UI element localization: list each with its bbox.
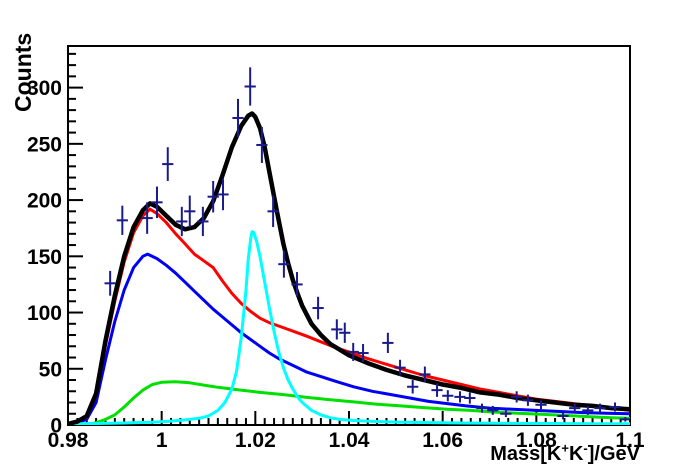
data-point <box>394 359 406 376</box>
data-point <box>569 403 581 413</box>
x-tick-label: 1.02 <box>235 429 276 452</box>
x-axis-title: Mass[K+K-]/GeV <box>0 440 640 466</box>
y-tick-label: 250 <box>27 133 62 156</box>
x-title-sup-plus: + <box>561 440 569 456</box>
data-point <box>291 272 303 297</box>
data-point <box>357 344 369 363</box>
data-point <box>594 403 606 413</box>
data-point <box>582 405 594 415</box>
data-point <box>104 270 116 296</box>
data-point <box>232 98 244 138</box>
data-point <box>511 391 523 403</box>
y-tick-label: 200 <box>27 190 62 213</box>
x-tick-label: 1.1 <box>615 429 645 452</box>
curve-component-blue <box>68 252 630 425</box>
data-point <box>244 67 256 106</box>
data-point <box>176 206 188 237</box>
x-title-sup-minus: - <box>583 440 588 456</box>
plot-frame <box>67 45 631 426</box>
data-point <box>609 402 621 412</box>
data-point <box>151 186 163 219</box>
data-point <box>407 380 419 394</box>
data-point <box>382 332 394 354</box>
data-point <box>522 394 534 406</box>
data-point <box>217 178 229 211</box>
y-tick-label: 0 <box>50 415 62 438</box>
curve-peak-cyan <box>68 230 630 425</box>
x-title-text: ]/GeV <box>587 443 640 465</box>
data-point <box>454 391 466 403</box>
y-tick-label: 50 <box>39 358 62 381</box>
x-tick-label: 1.06 <box>422 429 463 452</box>
curve-fit-total-black <box>68 111 630 425</box>
data-point <box>347 342 359 361</box>
y-axis-title: Counts <box>10 32 36 112</box>
x-tick-label: 1.08 <box>516 429 557 452</box>
x-tick-label: 1 <box>156 429 168 452</box>
curve-component-red <box>68 207 630 425</box>
y-tick-label: 100 <box>27 302 62 325</box>
data-point <box>267 195 279 228</box>
x-tick-label: 1.04 <box>329 429 370 452</box>
data-point <box>464 392 476 404</box>
data-point <box>442 390 454 402</box>
x-title-text: Mass[K <box>490 443 562 465</box>
curve-component-green <box>68 380 630 425</box>
data-point <box>535 400 547 410</box>
data-point <box>278 250 290 278</box>
data-point <box>557 412 569 420</box>
x-title-text: K <box>568 443 584 465</box>
data-point <box>184 195 196 228</box>
data-point <box>256 126 268 163</box>
data-point <box>339 322 351 343</box>
y-tick-label: 300 <box>27 77 62 100</box>
data-point <box>141 202 153 234</box>
data-point <box>431 383 443 397</box>
x-tick-label: 0.98 <box>48 429 89 452</box>
data-point <box>197 206 209 237</box>
data-point <box>500 410 512 418</box>
data-point <box>162 147 174 181</box>
data-point <box>419 366 431 383</box>
data-point <box>487 405 499 415</box>
data-point <box>312 296 324 320</box>
data-point <box>331 319 343 340</box>
data-point <box>207 180 219 213</box>
y-tick-label: 150 <box>27 246 62 269</box>
data-point <box>116 205 128 235</box>
data-point <box>476 403 488 413</box>
data-point <box>619 417 630 422</box>
